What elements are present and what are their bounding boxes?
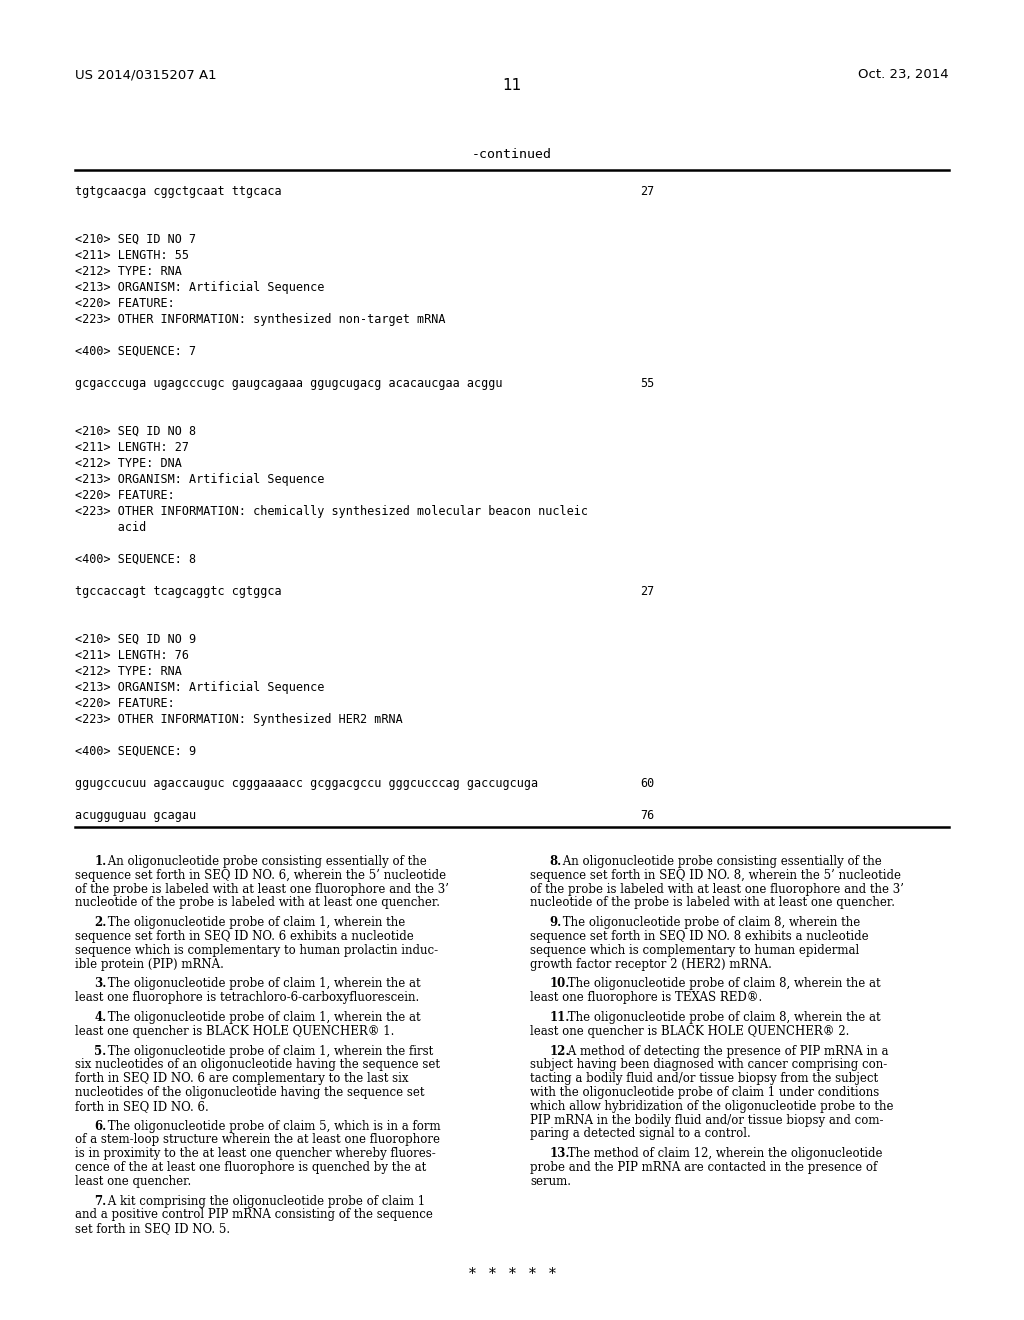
Text: 3.: 3. [94,977,106,990]
Text: 13.: 13. [549,1147,569,1160]
Text: <223> OTHER INFORMATION: Synthesized HER2 mRNA: <223> OTHER INFORMATION: Synthesized HER… [75,713,402,726]
Text: The oligonucleotide probe of claim 8, wherein the: The oligonucleotide probe of claim 8, wh… [559,916,860,929]
Text: forth in SEQ ID NO. 6.: forth in SEQ ID NO. 6. [75,1100,209,1113]
Text: ggugccucuu agaccauguc cgggaaaacc gcggacgccu gggcucccag gaccugcuga: ggugccucuu agaccauguc cgggaaaacc gcggacg… [75,777,539,789]
Text: sequence set forth in SEQ ID NO. 8 exhibits a nucleotide: sequence set forth in SEQ ID NO. 8 exhib… [530,931,868,942]
Text: sequence set forth in SEQ ID NO. 6 exhibits a nucleotide: sequence set forth in SEQ ID NO. 6 exhib… [75,931,414,942]
Text: least one quencher.: least one quencher. [75,1175,191,1188]
Text: least one fluorophore is tetrachloro-6-carboxyfluorescein.: least one fluorophore is tetrachloro-6-c… [75,991,419,1005]
Text: sequence which is complementary to human prolactin induc-: sequence which is complementary to human… [75,944,438,957]
Text: *   *   *   *   *: * * * * * [469,1267,555,1280]
Text: sequence which is complementary to human epidermal: sequence which is complementary to human… [530,944,859,957]
Text: 12.: 12. [549,1044,569,1057]
Text: which allow hybridization of the oligonucleotide probe to the: which allow hybridization of the oligonu… [530,1100,894,1113]
Text: An oligonucleotide probe consisting essentially of the: An oligonucleotide probe consisting esse… [559,855,882,869]
Text: serum.: serum. [530,1175,571,1188]
Text: A kit comprising the oligonucleotide probe of claim 1: A kit comprising the oligonucleotide pro… [104,1195,426,1208]
Text: 27: 27 [640,185,654,198]
Text: probe and the PIP mRNA are contacted in the presence of: probe and the PIP mRNA are contacted in … [530,1162,878,1173]
Text: <211> LENGTH: 76: <211> LENGTH: 76 [75,649,189,663]
Text: The oligonucleotide probe of claim 1, wherein the first: The oligonucleotide probe of claim 1, wh… [104,1044,433,1057]
Text: 10.: 10. [549,977,569,990]
Text: 7.: 7. [94,1195,106,1208]
Text: <213> ORGANISM: Artificial Sequence: <213> ORGANISM: Artificial Sequence [75,281,325,294]
Text: <210> SEQ ID NO 9: <210> SEQ ID NO 9 [75,634,197,645]
Text: 6.: 6. [94,1119,106,1133]
Text: tgccaccagt tcagcaggtc cgtggca: tgccaccagt tcagcaggtc cgtggca [75,585,282,598]
Text: of the probe is labeled with at least one fluorophore and the 3’: of the probe is labeled with at least on… [75,883,449,895]
Text: cence of the at least one fluorophore is quenched by the at: cence of the at least one fluorophore is… [75,1162,426,1173]
Text: sequence set forth in SEQ ID NO. 8, wherein the 5’ nucleotide: sequence set forth in SEQ ID NO. 8, wher… [530,869,901,882]
Text: forth in SEQ ID NO. 6 are complementary to the last six: forth in SEQ ID NO. 6 are complementary … [75,1072,409,1085]
Text: An oligonucleotide probe consisting essentially of the: An oligonucleotide probe consisting esse… [104,855,427,869]
Text: The oligonucleotide probe of claim 1, wherein the at: The oligonucleotide probe of claim 1, wh… [104,1011,421,1024]
Text: US 2014/0315207 A1: US 2014/0315207 A1 [75,69,217,81]
Text: -continued: -continued [472,148,552,161]
Text: The oligonucleotide probe of claim 8, wherein the at: The oligonucleotide probe of claim 8, wh… [564,1011,881,1024]
Text: <212> TYPE: DNA: <212> TYPE: DNA [75,457,182,470]
Text: <220> FEATURE:: <220> FEATURE: [75,297,175,310]
Text: tacting a bodily fluid and/or tissue biopsy from the subject: tacting a bodily fluid and/or tissue bio… [530,1072,879,1085]
Text: <400> SEQUENCE: 8: <400> SEQUENCE: 8 [75,553,197,566]
Text: paring a detected signal to a control.: paring a detected signal to a control. [530,1127,751,1140]
Text: <223> OTHER INFORMATION: chemically synthesized molecular beacon nucleic: <223> OTHER INFORMATION: chemically synt… [75,506,588,517]
Text: least one quencher is BLACK HOLE QUENCHER® 2.: least one quencher is BLACK HOLE QUENCHE… [530,1024,849,1038]
Text: <400> SEQUENCE: 7: <400> SEQUENCE: 7 [75,345,197,358]
Text: gcgacccuga ugagcccugc gaugcagaaa ggugcugacg acacaucgaa acggu: gcgacccuga ugagcccugc gaugcagaaa ggugcug… [75,378,503,389]
Text: 2.: 2. [94,916,106,929]
Text: The oligonucleotide probe of claim 8, wherein the at: The oligonucleotide probe of claim 8, wh… [564,977,881,990]
Text: <223> OTHER INFORMATION: synthesized non-target mRNA: <223> OTHER INFORMATION: synthesized non… [75,313,445,326]
Text: <212> TYPE: RNA: <212> TYPE: RNA [75,665,182,678]
Text: <400> SEQUENCE: 9: <400> SEQUENCE: 9 [75,744,197,758]
Text: sequence set forth in SEQ ID NO. 6, wherein the 5’ nucleotide: sequence set forth in SEQ ID NO. 6, wher… [75,869,446,882]
Text: of a stem-loop structure wherein the at least one fluorophore: of a stem-loop structure wherein the at … [75,1134,440,1146]
Text: 11.: 11. [549,1011,569,1024]
Text: 8.: 8. [549,855,561,869]
Text: The oligonucleotide probe of claim 1, wherein the: The oligonucleotide probe of claim 1, wh… [104,916,406,929]
Text: 9.: 9. [549,916,561,929]
Text: Oct. 23, 2014: Oct. 23, 2014 [858,69,949,81]
Text: The oligonucleotide probe of claim 5, which is in a form: The oligonucleotide probe of claim 5, wh… [104,1119,441,1133]
Text: least one quencher is BLACK HOLE QUENCHER® 1.: least one quencher is BLACK HOLE QUENCHE… [75,1024,394,1038]
Text: of the probe is labeled with at least one fluorophore and the 3’: of the probe is labeled with at least on… [530,883,904,895]
Text: with the oligonucleotide probe of claim 1 under conditions: with the oligonucleotide probe of claim … [530,1086,880,1100]
Text: 1.: 1. [94,855,106,869]
Text: <213> ORGANISM: Artificial Sequence: <213> ORGANISM: Artificial Sequence [75,473,325,486]
Text: <210> SEQ ID NO 8: <210> SEQ ID NO 8 [75,425,197,438]
Text: six nucleotides of an oligonucleotide having the sequence set: six nucleotides of an oligonucleotide ha… [75,1059,440,1072]
Text: <220> FEATURE:: <220> FEATURE: [75,488,175,502]
Text: <211> LENGTH: 27: <211> LENGTH: 27 [75,441,189,454]
Text: ible protein (PIP) mRNA.: ible protein (PIP) mRNA. [75,957,224,970]
Text: growth factor receptor 2 (HER2) mRNA.: growth factor receptor 2 (HER2) mRNA. [530,957,772,970]
Text: A method of detecting the presence of PIP mRNA in a: A method of detecting the presence of PI… [564,1044,889,1057]
Text: 27: 27 [640,585,654,598]
Text: The oligonucleotide probe of claim 1, wherein the at: The oligonucleotide probe of claim 1, wh… [104,977,421,990]
Text: 5.: 5. [94,1044,106,1057]
Text: The method of claim 12, wherein the oligonucleotide: The method of claim 12, wherein the olig… [564,1147,883,1160]
Text: nucleotides of the oligonucleotide having the sequence set: nucleotides of the oligonucleotide havin… [75,1086,425,1100]
Text: nucleotide of the probe is labeled with at least one quencher.: nucleotide of the probe is labeled with … [75,896,440,909]
Text: is in proximity to the at least one quencher whereby fluores-: is in proximity to the at least one quen… [75,1147,436,1160]
Text: <212> TYPE: RNA: <212> TYPE: RNA [75,265,182,279]
Text: 55: 55 [640,378,654,389]
Text: PIP mRNA in the bodily fluid and/or tissue biopsy and com-: PIP mRNA in the bodily fluid and/or tiss… [530,1114,884,1126]
Text: <220> FEATURE:: <220> FEATURE: [75,697,175,710]
Text: subject having been diagnosed with cancer comprising con-: subject having been diagnosed with cance… [530,1059,887,1072]
Text: <213> ORGANISM: Artificial Sequence: <213> ORGANISM: Artificial Sequence [75,681,325,694]
Text: and a positive control PIP mRNA consisting of the sequence: and a positive control PIP mRNA consisti… [75,1208,433,1221]
Text: least one fluorophore is TEXAS RED®.: least one fluorophore is TEXAS RED®. [530,991,762,1005]
Text: acugguguau gcagau: acugguguau gcagau [75,809,197,822]
Text: acid: acid [75,521,146,535]
Text: 60: 60 [640,777,654,789]
Text: nucleotide of the probe is labeled with at least one quencher.: nucleotide of the probe is labeled with … [530,896,895,909]
Text: 76: 76 [640,809,654,822]
Text: tgtgcaacga cggctgcaat ttgcaca: tgtgcaacga cggctgcaat ttgcaca [75,185,282,198]
Text: 4.: 4. [94,1011,106,1024]
Text: set forth in SEQ ID NO. 5.: set forth in SEQ ID NO. 5. [75,1222,230,1236]
Text: <211> LENGTH: 55: <211> LENGTH: 55 [75,249,189,261]
Text: 11: 11 [503,78,521,92]
Text: <210> SEQ ID NO 7: <210> SEQ ID NO 7 [75,234,197,246]
